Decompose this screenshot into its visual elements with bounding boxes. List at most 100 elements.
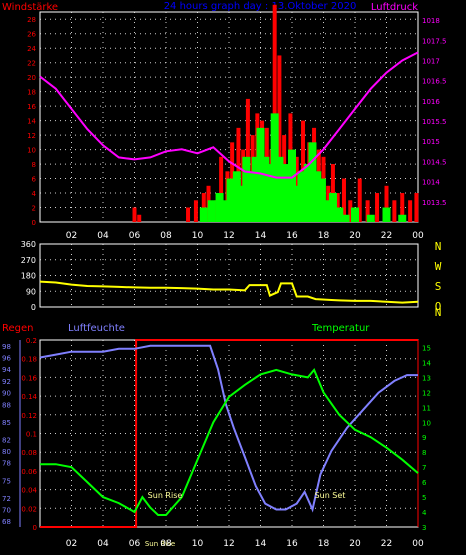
gust-bar	[382, 207, 391, 222]
pressure-y-tick: 1015.5	[422, 118, 447, 126]
wind-bar	[384, 185, 389, 222]
gust-bar	[265, 164, 274, 222]
compass-label: N	[435, 240, 442, 253]
climate-panel-x-tick: 14	[255, 539, 267, 549]
climate-panel-x-tick: 10	[192, 539, 204, 549]
rain-y-tick: 0.06	[21, 468, 37, 476]
gust-bar	[199, 207, 208, 222]
wind-bar	[348, 200, 353, 222]
gust-bar	[303, 164, 312, 222]
wind-y-tick: 26	[27, 31, 36, 39]
climate-panel-x-tick: 08	[160, 539, 172, 549]
wind-bar	[375, 193, 380, 222]
wind-panel-x-tick: 22	[381, 231, 392, 241]
sunset-label: Sun Set	[315, 491, 346, 500]
wind-panel-x-tick: 10	[192, 231, 204, 241]
pressure-y-tick: 1014.5	[422, 158, 447, 166]
direction-panel-frame	[39, 243, 419, 308]
wind-y-tick: 28	[27, 16, 36, 24]
wind-bar	[219, 156, 224, 222]
wind-panel-x-tick: 16	[286, 231, 298, 241]
temperature-y-tick: 8	[422, 449, 426, 457]
gust-bar	[398, 214, 407, 222]
wind-panel-x-tick: 20	[349, 231, 361, 241]
temperature-y-tick: 6	[422, 479, 427, 487]
humidity-y-tick: 78	[2, 460, 11, 468]
temperature-line	[40, 368, 419, 516]
wind-y-tick: 0	[32, 219, 36, 227]
wind-y-tick: 22	[27, 60, 36, 68]
wind-y-tick: 24	[27, 45, 36, 53]
wind-bar	[193, 200, 198, 222]
direction-y-tick: 270	[21, 256, 36, 265]
sunrise-label: Sun Rise	[148, 491, 183, 500]
pressure-y-tick: 1017	[422, 57, 440, 65]
gust-bar	[297, 171, 306, 222]
pressure-y-tick: 1018	[422, 17, 440, 25]
climate-panel-x-tick: 06	[129, 539, 141, 549]
gust-bar	[242, 156, 251, 222]
gust-bar	[261, 156, 270, 222]
wind-bar	[341, 178, 346, 222]
compass-label: N	[435, 306, 442, 319]
gust-bar	[366, 214, 375, 222]
compass-label: S	[435, 280, 442, 293]
humidity-y-tick: 75	[2, 477, 11, 485]
rain-y-tick: 0.2	[26, 337, 37, 345]
pressure-line	[39, 51, 419, 179]
pressure-y-tick: 1016.5	[422, 78, 447, 86]
compass-label: O	[435, 300, 442, 313]
gust-bar	[317, 178, 326, 222]
humidity-y-tick: 88	[2, 401, 11, 409]
temperature-y-tick: 14	[422, 359, 431, 367]
wind-panel-x-tick: 08	[160, 231, 172, 241]
climate-panel-x-tick: 18	[318, 539, 330, 549]
compass-label: W	[435, 260, 442, 273]
wind-panel-x-tick: 12	[223, 231, 234, 241]
climate-panel-x-tick: 04	[97, 539, 109, 549]
rain-line	[40, 339, 418, 528]
gust-bar	[328, 193, 337, 222]
humidity-line	[39, 344, 418, 513]
climate-panel-x-tick: 16	[286, 539, 298, 549]
gust-bar	[215, 193, 224, 222]
humidity-y-tick: 94	[2, 366, 11, 374]
gust-bar	[221, 200, 230, 222]
gust-bar	[226, 178, 235, 222]
gust-bar	[322, 200, 331, 222]
wind-y-tick: 18	[27, 89, 36, 97]
direction-y-tick: 0	[31, 303, 36, 312]
humidity-y-tick: 70	[2, 506, 11, 514]
pressure-y-tick: 1017.5	[422, 37, 447, 45]
wind-y-tick: 14	[27, 118, 36, 126]
rain-y-tick: 0.12	[21, 412, 37, 420]
temperature-y-tick: 5	[422, 494, 426, 502]
rain-y-tick: 0	[33, 524, 37, 532]
wind-panel-x-tick: 04	[97, 231, 109, 241]
humidity-y-tick: 80	[2, 448, 11, 456]
wind-panel-x-tick: 06	[129, 231, 141, 241]
sunrise-label-bottom: Sun Rise	[145, 540, 175, 548]
wind-y-tick: 12	[27, 132, 36, 140]
wind-bar	[400, 193, 405, 222]
gust-bar	[256, 127, 265, 222]
rain-y-tick: 0.08	[21, 449, 37, 457]
humidity-axis-title: Luftfeuchte	[68, 323, 125, 334]
climate-panel-x-tick: 20	[349, 539, 361, 549]
humidity-y-tick: 92	[2, 378, 11, 386]
rain-y-tick: 0.18	[21, 356, 37, 364]
pressure-axis-title: Luftdruck	[371, 2, 418, 13]
humidity-y-tick: 68	[2, 518, 11, 526]
gust-bar	[207, 200, 216, 222]
climate-panel-x-tick: 22	[381, 539, 392, 549]
temperature-y-tick: 3	[422, 524, 426, 532]
gust-bar	[281, 164, 290, 222]
wind-bar	[186, 207, 191, 222]
wind-y-tick: 4	[32, 190, 37, 198]
humidity-y-tick: 90	[2, 390, 11, 398]
gust-bar	[341, 214, 350, 222]
rain-y-tick: 0.16	[21, 374, 37, 382]
wind-bar	[137, 214, 142, 222]
wind-axis-title: Windstärke	[2, 2, 58, 13]
